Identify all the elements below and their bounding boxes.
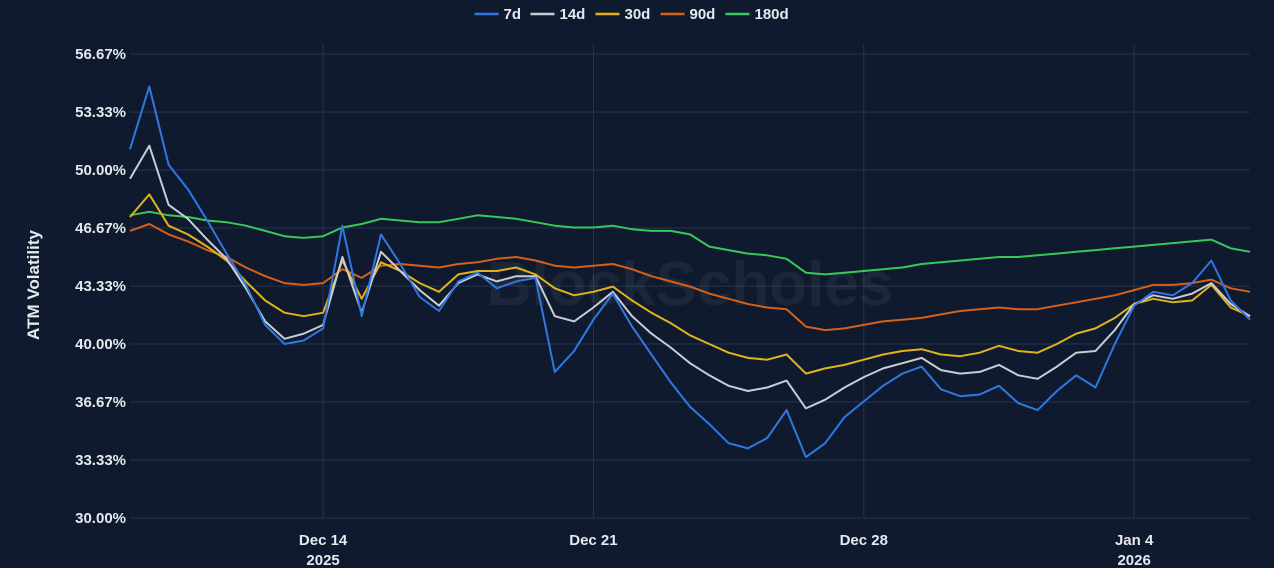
x-tick-label: Dec 28: [840, 532, 888, 549]
legend-item-7d[interactable]: 7d: [474, 6, 522, 23]
y-axis: 56.67% 53.33% 50.00% 46.67% 43.33% 40.00% 36.6…: [75, 46, 126, 527]
x-tick-label: Jan 4: [1115, 532, 1154, 549]
y-tick-label: 40.00%: [75, 336, 126, 353]
y-axis-title: ATM Volatility: [24, 230, 43, 340]
legend-label: 180d: [755, 6, 789, 23]
legend-item-30d[interactable]: 30d: [595, 6, 651, 23]
series-line-30d: [129, 193, 1251, 375]
y-tick-label: 43.33%: [75, 278, 126, 295]
series-lines: [129, 85, 1251, 459]
watermark: BlockScholes: [487, 250, 894, 319]
series-line-14d: [129, 144, 1251, 410]
series-line-90d: [129, 223, 1251, 332]
legend-item-14d[interactable]: 14d: [530, 6, 586, 23]
y-tick-label: 53.33%: [75, 104, 126, 121]
legend-label: 7d: [504, 6, 522, 23]
legend: 7d 14d 30d 90d 180d: [474, 6, 789, 23]
y-tick-label: 36.67%: [75, 394, 126, 411]
x-tick-label: Dec 21: [569, 532, 617, 549]
y-tick-label: 56.67%: [75, 46, 126, 63]
series-line-180d: [129, 210, 1251, 276]
x-tick-year: 2025: [306, 552, 339, 568]
x-axis: Dec 14 2025 Dec 21 Dec 28 Jan 4 2026: [299, 532, 1154, 568]
series-line-7d: [129, 85, 1251, 459]
y-tick-label: 50.00%: [75, 162, 126, 179]
legend-item-180d[interactable]: 180d: [725, 6, 789, 23]
x-tick-year: 2026: [1117, 552, 1150, 568]
legend-label: 30d: [625, 6, 651, 23]
y-tick-label: 30.00%: [75, 510, 126, 527]
y-tick-label: 33.33%: [75, 452, 126, 469]
x-tick-label: Dec 14: [299, 532, 348, 549]
legend-label: 90d: [690, 6, 716, 23]
legend-label: 14d: [560, 6, 586, 23]
legend-item-90d[interactable]: 90d: [660, 6, 716, 23]
y-tick-label: 46.67%: [75, 220, 126, 237]
